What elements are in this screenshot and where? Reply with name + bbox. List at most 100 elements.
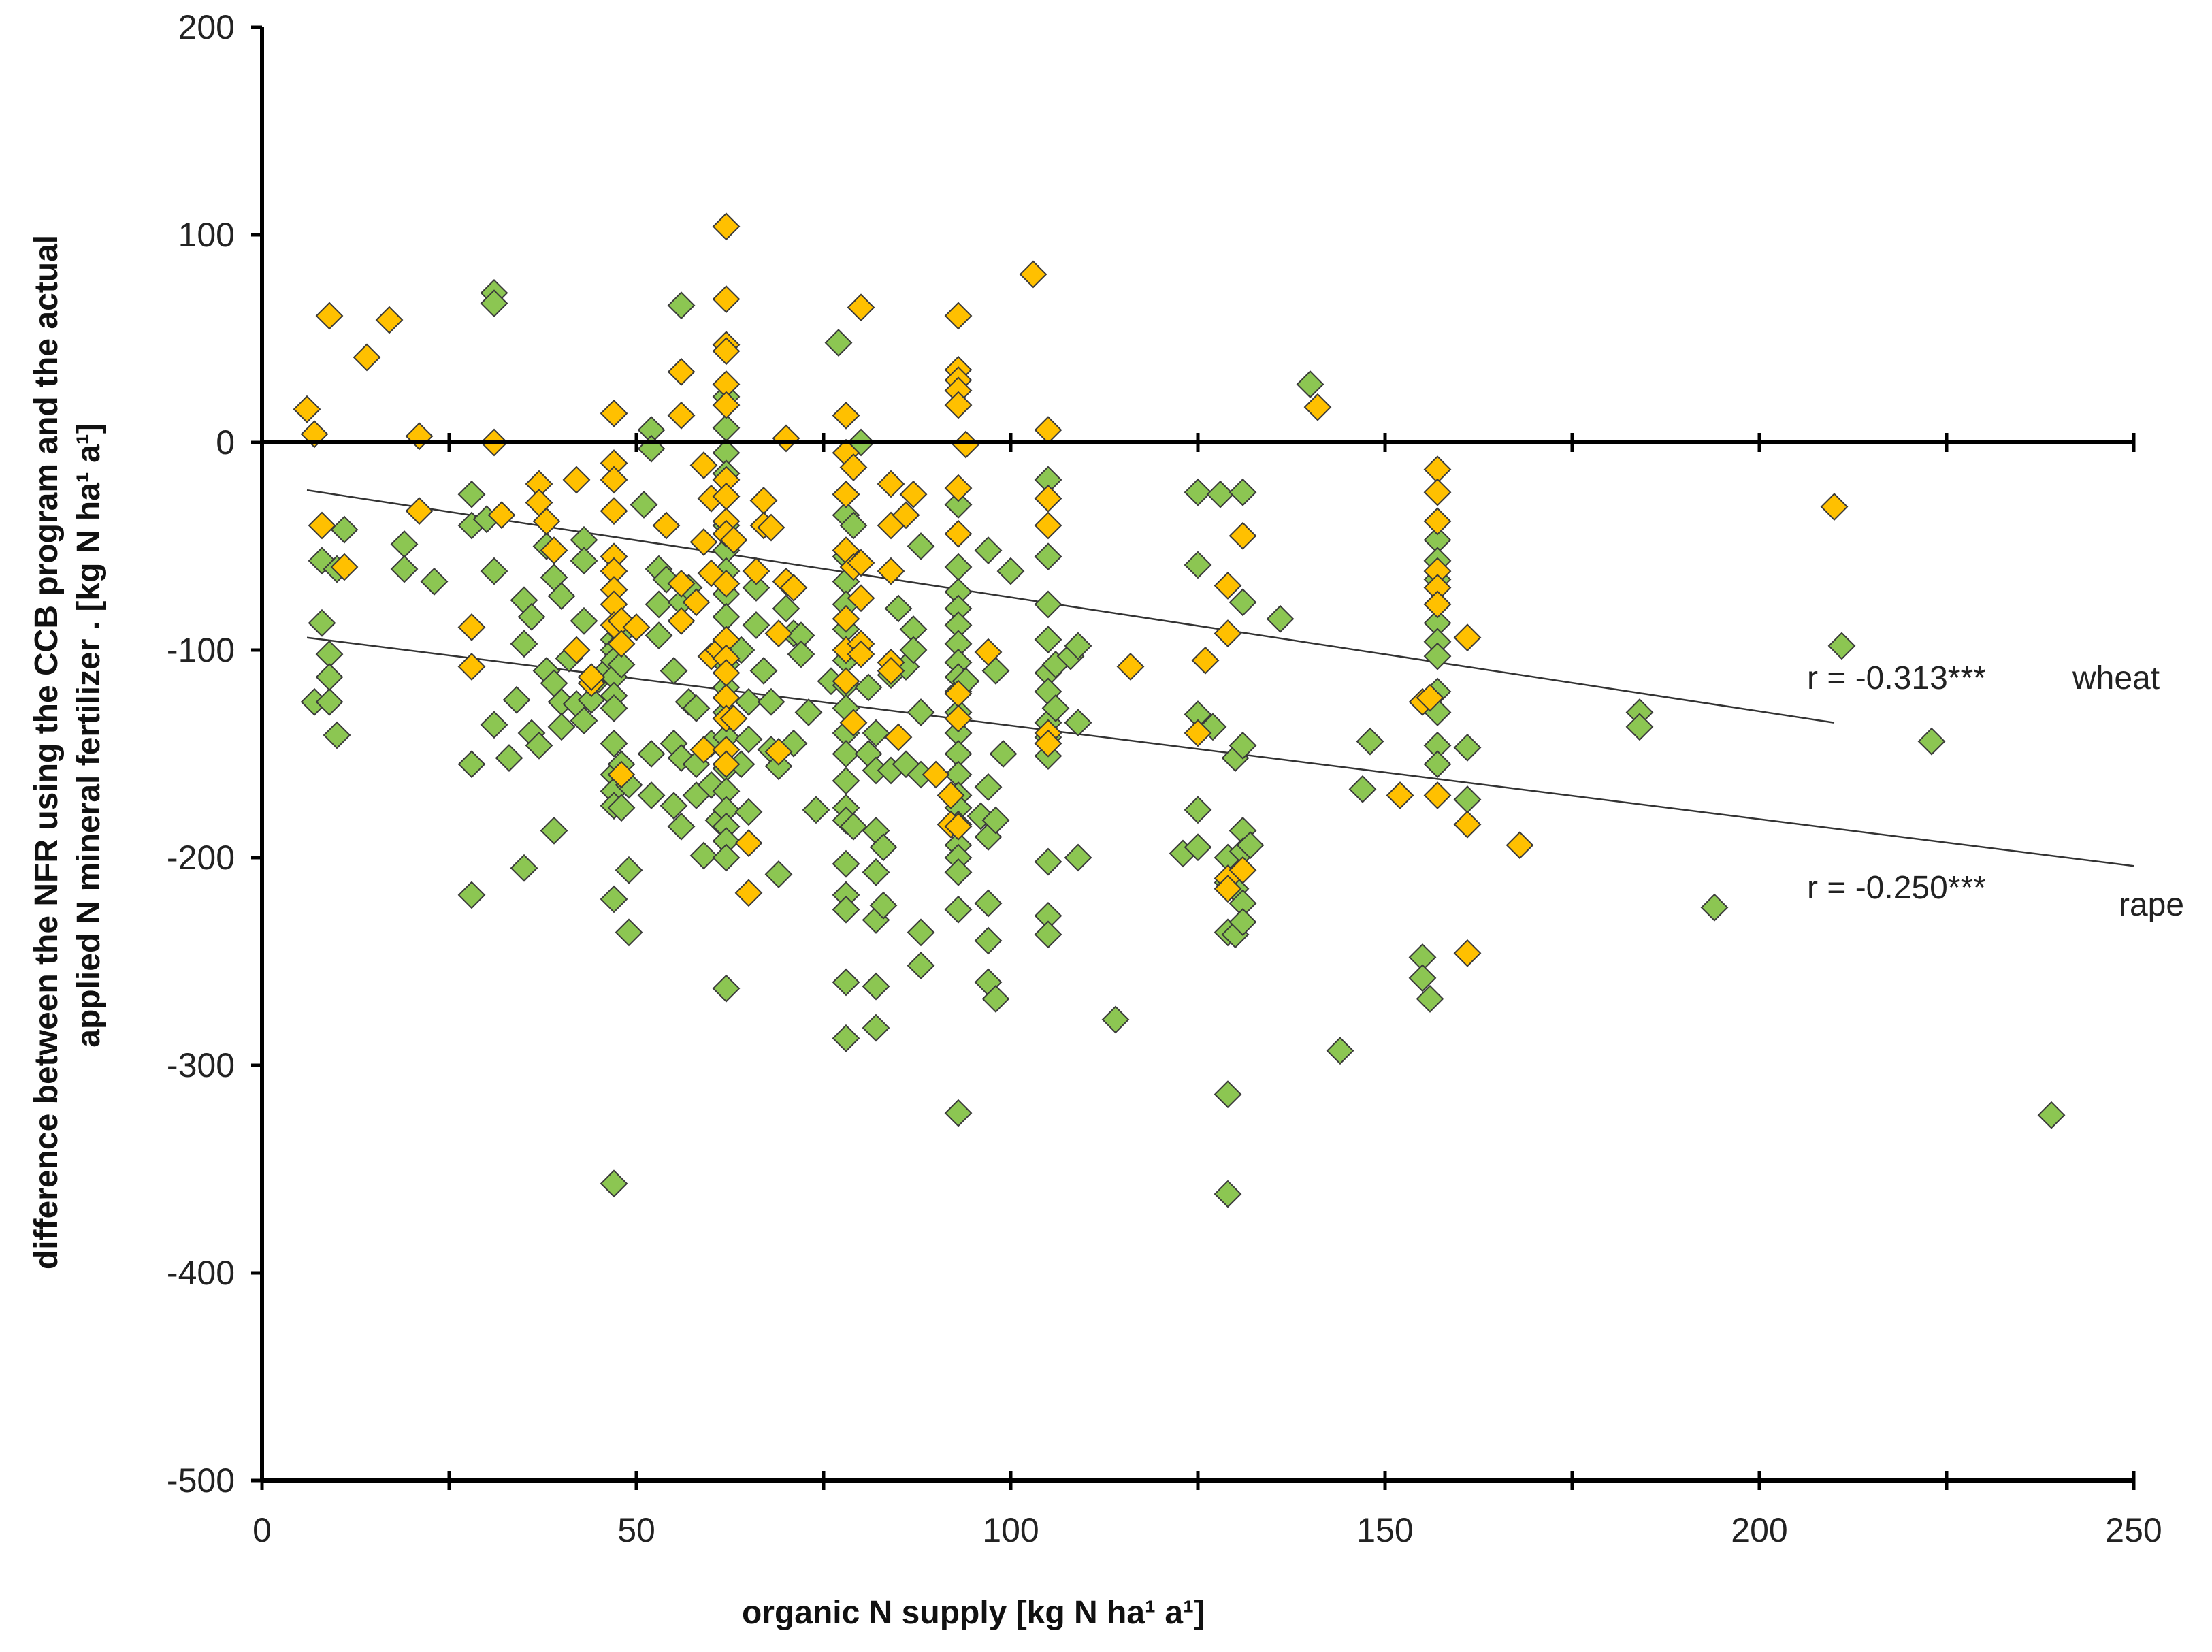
wheat-series-label: wheat	[2072, 660, 2160, 696]
wheat-point-221	[1034, 847, 1062, 876]
rape-point-17	[562, 466, 591, 494]
y-tick-label-6: 100	[178, 216, 235, 254]
wheat-point-278	[1625, 713, 1654, 741]
rape-point-52	[712, 391, 741, 419]
rape-point-92	[847, 640, 875, 668]
wheat-point-236	[1184, 833, 1212, 862]
wheat-point-203	[974, 926, 1003, 955]
rape-point-40	[689, 451, 718, 479]
x-tick-label-4: 200	[1731, 1511, 1787, 1549]
wheat-point-120	[757, 687, 785, 716]
wheat-point-176	[907, 918, 935, 947]
wheat-point-12	[457, 480, 486, 508]
wheat-point-110	[712, 843, 741, 872]
rape-point-88	[847, 293, 875, 322]
rape-point-24	[600, 497, 628, 525]
rape-point-125	[1214, 572, 1242, 600]
wheat-point-42	[570, 707, 598, 735]
wheat-point-117	[742, 574, 770, 602]
wheat-point-198	[944, 1099, 973, 1127]
rape-point-99	[892, 501, 920, 530]
rape-point-116	[1019, 260, 1047, 289]
rape-point-117	[1034, 416, 1062, 444]
wheat-point-206	[974, 773, 1003, 801]
wheat-point-65	[630, 491, 658, 519]
wheat-point-14	[457, 750, 486, 779]
rape-point-78	[832, 401, 860, 430]
wheat-point-116	[734, 798, 763, 826]
y-tick-label-2: -300	[167, 1046, 235, 1084]
wheat-point-43	[577, 685, 606, 714]
rape-point-113	[944, 812, 973, 841]
rape-point-98	[884, 723, 913, 751]
wheat-point-172	[899, 636, 928, 664]
rape-point-33	[622, 613, 651, 641]
wheat-point-69	[637, 781, 666, 809]
wheat-point-63	[615, 856, 643, 884]
rape-point-145	[1506, 831, 1534, 860]
wheat-point-275	[1453, 785, 1482, 814]
wheat-point-205	[974, 536, 1003, 565]
wheat-point-215	[1034, 626, 1062, 654]
wheat-point-248	[1229, 588, 1257, 617]
rape-point-31	[607, 630, 636, 658]
rape-point-141	[1423, 781, 1452, 809]
wheat-point-256	[1296, 370, 1324, 399]
wheat-point-151	[832, 1024, 860, 1052]
wheat-point-211	[996, 557, 1025, 585]
wheat-point-276	[1453, 733, 1482, 762]
wheat-point-228	[1064, 843, 1092, 872]
rape-point-89	[847, 549, 875, 577]
rape-point-6	[375, 306, 404, 334]
rape-point-101	[922, 760, 950, 789]
rape-point-18	[562, 636, 591, 664]
wheat-point-118	[742, 611, 770, 639]
rape-point-114	[952, 430, 980, 459]
rape-point-8	[405, 497, 434, 525]
wheat-point-165	[869, 891, 898, 920]
rape-point-74	[764, 738, 793, 766]
rape-point-119	[1034, 511, 1062, 540]
rape-point-129	[1229, 521, 1257, 550]
wheat-point-147	[832, 849, 860, 878]
rape-point-57	[712, 569, 741, 598]
wheat-point-61	[607, 794, 636, 822]
wheat-point-210	[989, 740, 1018, 768]
rape-point-23	[600, 466, 628, 494]
wheat-point-15	[457, 881, 486, 909]
rape-point-39	[682, 588, 711, 617]
wheat-point-233	[1184, 551, 1212, 579]
rape-point-108	[944, 391, 973, 419]
x-axis-title: organic N supply [kg N ha¹ a¹]	[742, 1595, 1205, 1631]
rape-point-146	[1820, 493, 1849, 521]
wheat-point-6	[323, 721, 351, 749]
rape-point-130	[1229, 856, 1257, 884]
rape-r-annotation: r = -0.250***	[1807, 870, 1986, 906]
rape-point-75	[772, 424, 800, 453]
rape-point-131	[1303, 393, 1332, 421]
x-tick-label-2: 100	[982, 1511, 1039, 1549]
rape-point-67	[734, 829, 763, 858]
rape-point-142	[1453, 623, 1482, 652]
wheat-point-232	[1184, 478, 1212, 506]
wheat-point-238	[1206, 480, 1235, 508]
wheat-point-214	[1034, 590, 1062, 619]
tick-labels: -500 -400 -300 -200 -100 0 100 200 0 50 100 150 200 2…	[167, 8, 2162, 1549]
wheat-point-22	[502, 685, 531, 714]
wheat-point-177	[907, 952, 935, 980]
rape-point-15	[532, 507, 561, 536]
wheat-point-3	[315, 687, 344, 716]
rape-point-68	[734, 879, 763, 907]
wheat-point-235	[1184, 796, 1212, 824]
wheat-point-64	[615, 918, 643, 947]
rape-point-82	[832, 604, 860, 633]
rape-point-121	[1034, 729, 1062, 758]
wheat-point-8	[330, 515, 359, 544]
wheat-point-282	[2037, 1101, 2066, 1129]
wheat-point-259	[1356, 727, 1384, 756]
wheat-point-34	[547, 582, 576, 611]
wheat-point-254	[1236, 831, 1265, 860]
rape-point-128	[1214, 875, 1242, 903]
rape-point-104	[944, 302, 973, 330]
